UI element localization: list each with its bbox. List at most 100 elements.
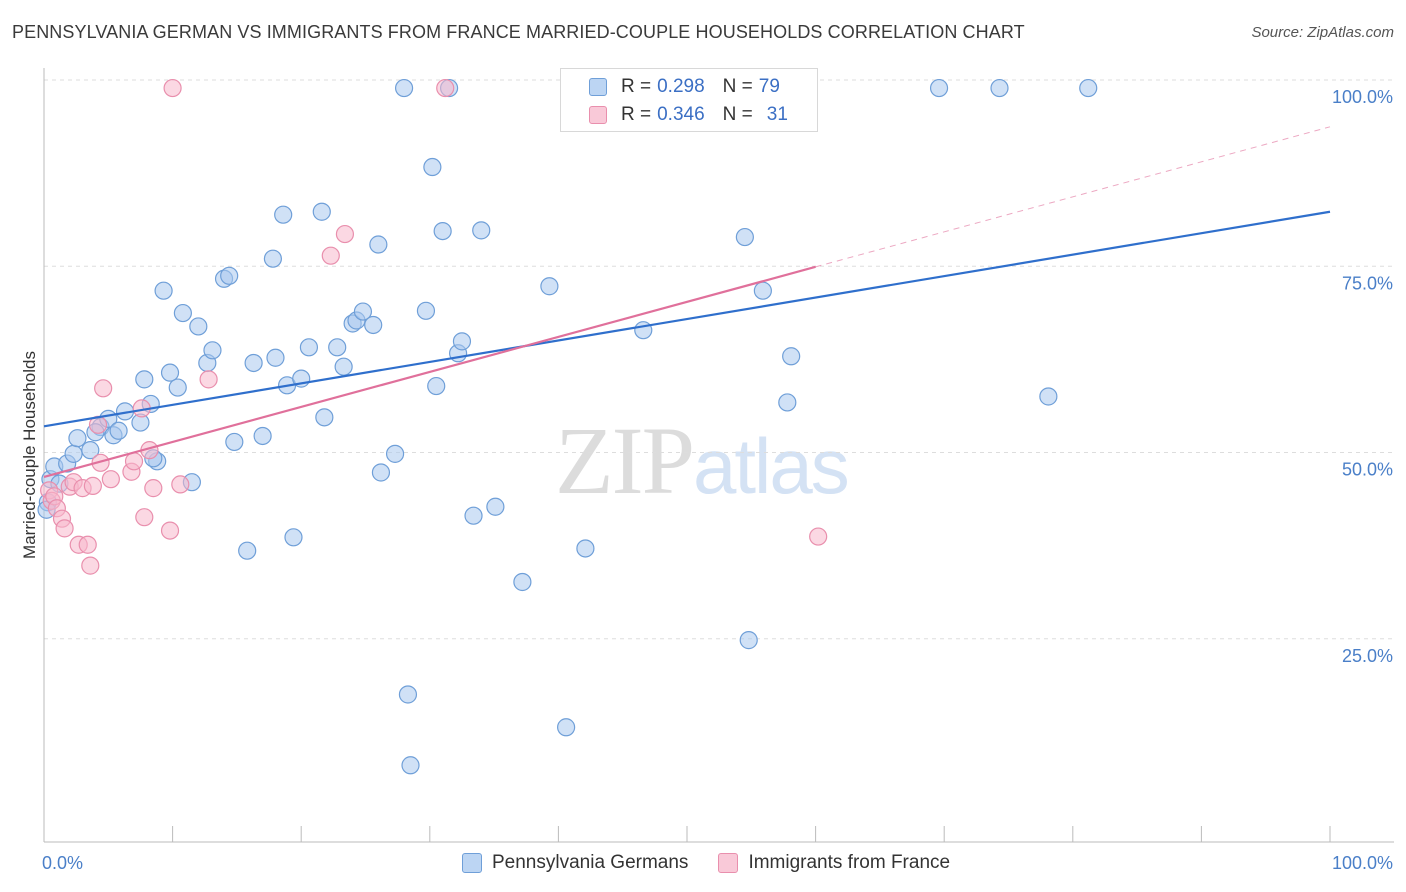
legend-swatch-pink <box>589 106 607 124</box>
series-legend: Pennsylvania Germans Immigrants from Fra… <box>462 852 980 874</box>
immigrants-france-point-29 <box>436 78 455 98</box>
watermark: ZIPatlas <box>555 405 850 516</box>
pennsylvania-germans-point-11 <box>109 421 128 440</box>
pennsylvania-germans-point-75 <box>1079 78 1098 98</box>
pennsylvania-germans-point-22 <box>189 317 208 336</box>
legend-r-label: R = <box>621 104 652 125</box>
chart-title: PENNSYLVANIA GERMAN VS IMMIGRANTS FROM F… <box>12 22 1025 42</box>
legend-label-immigrants-france: Immigrants from France <box>748 852 951 873</box>
source-label: Source: ZipAtlas.com <box>1251 24 1394 41</box>
pennsylvania-germans-point-20 <box>173 303 192 323</box>
pennsylvania-germans-point-18 <box>160 363 180 382</box>
y-tick-label-25: 25.0% <box>1342 646 1393 666</box>
legend-label-pennsylvania-germans: Pennsylvania Germans <box>492 852 689 873</box>
legend-r-value: 0.346 <box>657 104 705 125</box>
immigrants-france-point-14 <box>94 379 113 398</box>
immigrants-france-point-15 <box>101 470 120 489</box>
immigrants-france-point-25 <box>321 246 340 265</box>
pennsylvania-germans-trend-line <box>43 210 1331 428</box>
immigrants-france-point-22 <box>160 521 180 540</box>
y-tick-label-50: 50.0% <box>1342 460 1393 480</box>
legend-item-pennsylvania-germans[interactable]: Pennsylvania Germans <box>462 852 688 874</box>
x-tick-label-0: 0.0% <box>42 853 83 873</box>
immigrants-france-point-27 <box>809 527 828 546</box>
pennsylvania-germans-point-69 <box>782 347 801 366</box>
pennsylvania-germans-point-26 <box>220 266 239 285</box>
watermark-zip: ZIP <box>555 407 695 514</box>
legend-n-label: N = <box>722 104 753 125</box>
legend-item-immigrants-france[interactable]: Immigrants from France <box>718 852 950 874</box>
france-trend-dashed <box>815 126 1331 268</box>
pennsylvania-germans-point-62 <box>557 718 576 737</box>
pennsylvania-germans-point-41 <box>334 357 353 376</box>
pennsylvania-germans-point-46 <box>369 235 388 254</box>
pennsylvania-germans-point-70 <box>1039 387 1058 406</box>
pennsylvania-germans-point-52 <box>423 157 442 177</box>
legend-row-blue: R = 0.298 N = 79 <box>589 73 780 101</box>
y-axis-label: Married-couple Households <box>20 351 39 559</box>
x-tick-label-100: 100.0% <box>1332 853 1393 873</box>
pennsylvania-germans-point-54 <box>433 222 452 241</box>
immigrants-france-point-24 <box>199 370 218 389</box>
pennsylvania-germans-point-65 <box>735 227 754 247</box>
legend-r-value: 0.298 <box>657 76 705 97</box>
legend-n-value: 79 <box>758 76 780 97</box>
tick-labels: 25.0% 50.0% 75.0% 100.0% 0.0% 100.0% <box>42 87 1393 873</box>
pennsylvania-germans-point-5 <box>64 444 83 463</box>
pennsylvania-germans-point-17 <box>154 281 173 300</box>
pennsylvania-germans-point-63 <box>576 539 595 558</box>
pennsylvania-germans-point-24 <box>203 341 222 360</box>
pennsylvania-germans-point-37 <box>299 338 319 357</box>
immigrants-france-point-17 <box>124 452 144 471</box>
pennsylvania-germans-point-7 <box>81 441 100 460</box>
pennsylvania-germans-point-44 <box>353 302 373 321</box>
immigrants-france-point-30 <box>83 476 102 495</box>
pennsylvania-germans-point-45 <box>364 315 383 335</box>
pennsylvania-germans-point-38 <box>312 202 331 221</box>
pennsylvania-germans-point-53 <box>427 376 446 396</box>
immigrants-france-point-19 <box>135 508 154 527</box>
pennsylvania-germans-point-47 <box>371 463 391 482</box>
pennsylvania-germans-point-28 <box>238 541 257 560</box>
immigrants-france-point-26 <box>335 224 355 244</box>
immigrants-france-point-28 <box>163 78 182 98</box>
immigrants-france-point-5 <box>55 519 74 538</box>
pennsylvania-germans-point-6 <box>68 429 87 448</box>
pennsylvania-germans-point-39 <box>315 408 334 427</box>
trend-lines <box>43 210 1331 479</box>
pennsylvania-germans-point-68 <box>778 393 797 412</box>
y-tick-label-100: 100.0% <box>1332 87 1393 107</box>
pennsylvania-germans-point-27 <box>225 432 244 452</box>
pennsylvania-germans-point-33 <box>274 205 293 224</box>
series-pennsylvania-germans <box>37 78 1098 775</box>
pennsylvania-germans-point-19 <box>168 378 187 397</box>
pennsylvania-germans-point-71 <box>394 78 414 98</box>
pennsylvania-germans-point-56 <box>452 332 472 351</box>
legend-n-label: N = <box>722 76 753 97</box>
pennsylvania-germans-point-32 <box>266 348 285 367</box>
pennsylvania-germans-point-51 <box>416 301 436 320</box>
pennsylvania-germans-point-30 <box>253 426 272 446</box>
pennsylvania-germans-point-31 <box>263 249 283 268</box>
pennsylvania-germans-point-14 <box>135 370 154 389</box>
pennsylvania-germans-point-67 <box>753 281 772 300</box>
axes <box>43 68 1394 843</box>
immigrants-france-trend-line <box>43 265 816 479</box>
legend-swatch-blue <box>589 78 607 96</box>
pennsylvania-germans-point-48 <box>385 444 405 463</box>
stats-legend: R = 0.298 N = 79 R = 0.346 N = 31 <box>560 68 818 132</box>
legend-r-label: R = <box>621 76 652 97</box>
immigrants-france-point-21 <box>144 479 163 498</box>
y-tick-label-75: 75.0% <box>1342 273 1393 293</box>
series-immigrants-france <box>40 78 828 575</box>
pennsylvania-germans-point-58 <box>472 221 491 240</box>
pennsylvania-germans-point-40 <box>328 338 347 357</box>
pennsylvania-germans-point-57 <box>464 506 483 525</box>
watermark-atlas: atlas <box>693 422 850 510</box>
pennsylvania-germans-point-35 <box>284 528 303 547</box>
france-trend-extension <box>815 126 1331 268</box>
pennsylvania-germans-point-60 <box>513 572 532 592</box>
legend-row-pink: R = 0.346 N = 31 <box>589 101 788 129</box>
pennsylvania-germans-point-73 <box>929 78 949 98</box>
